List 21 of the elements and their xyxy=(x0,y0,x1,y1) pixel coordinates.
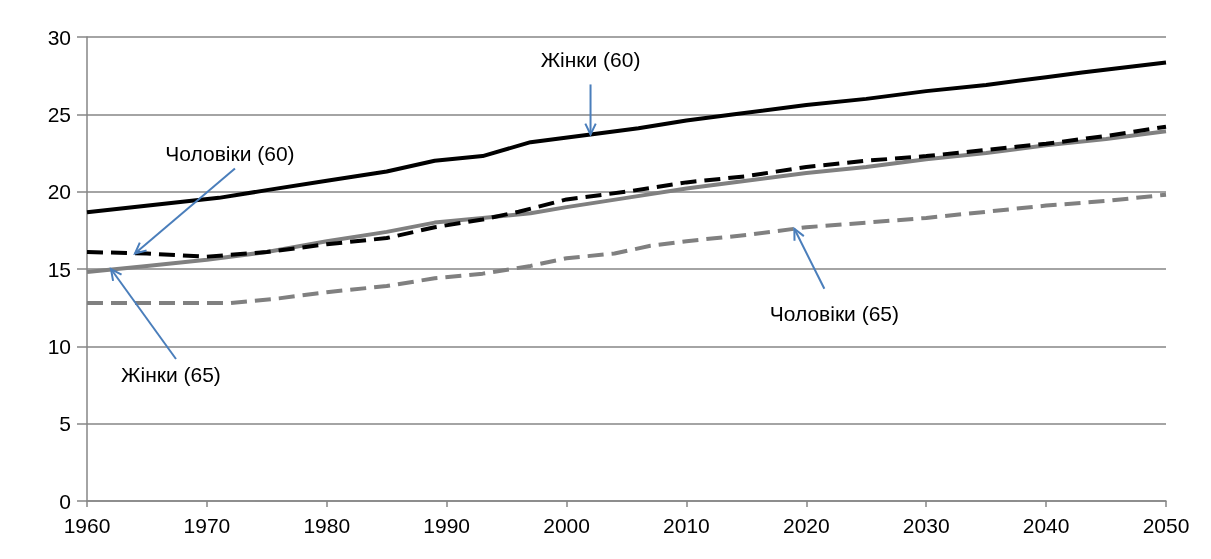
x-tick-label: 1980 xyxy=(303,514,351,537)
x-tick-label: 2050 xyxy=(1142,514,1190,537)
x-tick-label: 1990 xyxy=(423,514,471,537)
y-tick-label: 20 xyxy=(47,180,71,204)
x-tick-label: 1960 xyxy=(63,514,111,537)
y-tick-label: 15 xyxy=(47,257,71,281)
annotation: Жінки (60) xyxy=(540,47,641,71)
x-tick-label: 2040 xyxy=(1022,514,1070,537)
annotation: Жінки (65) xyxy=(121,362,221,386)
x-tick-label: 2000 xyxy=(543,514,590,537)
annotation: Чоловіки (60) xyxy=(165,142,295,166)
y-tick-label: 10 xyxy=(47,334,71,358)
x-tick-label: 2010 xyxy=(663,514,710,537)
y-tick-label: 5 xyxy=(59,412,71,436)
y-tick-label: 30 xyxy=(47,25,71,49)
annotation: Чоловіки (65) xyxy=(769,302,899,326)
x-tick-label: 1970 xyxy=(183,514,231,537)
x-tick-label: 2020 xyxy=(782,514,830,537)
y-tick-label: 0 xyxy=(59,489,71,513)
y-tick-label: 25 xyxy=(47,102,71,126)
x-tick-label: 2030 xyxy=(902,514,950,537)
